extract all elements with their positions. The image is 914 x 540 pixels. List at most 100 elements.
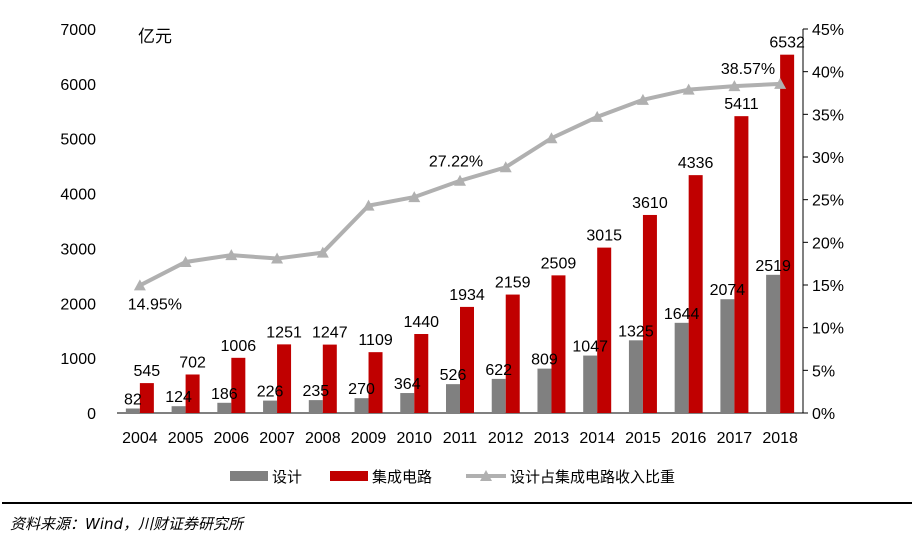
x-tick-label: 2006 <box>214 430 250 447</box>
bar-ic <box>322 344 337 413</box>
data-label-ic: 2159 <box>495 275 531 292</box>
data-label-design: 809 <box>531 352 558 369</box>
data-label-design: 82 <box>124 392 142 409</box>
bar-ic <box>277 344 292 413</box>
x-tick-label: 2008 <box>305 430 341 447</box>
x-tick-label: 2004 <box>122 430 158 447</box>
bar-design <box>720 299 735 413</box>
line-marker <box>636 93 649 105</box>
x-tick-label: 2007 <box>259 430 295 447</box>
data-label-design: 1644 <box>664 306 700 323</box>
right-y-tick-label: 0% <box>812 406 835 423</box>
left-y-tick-label: 7000 <box>60 22 96 39</box>
x-tick-label: 2010 <box>396 430 432 447</box>
line-marker <box>682 83 695 95</box>
bar-ic <box>139 383 154 413</box>
x-tick-label: 2016 <box>671 430 707 447</box>
x-tick-label: 2017 <box>717 430 753 447</box>
data-label-ratio: 14.95% <box>128 296 182 313</box>
left-y-tick-label: 5000 <box>60 132 96 149</box>
x-tick-label: 2012 <box>488 430 524 447</box>
line-marker <box>728 80 741 92</box>
data-label-design: 2519 <box>755 258 791 275</box>
bar-design <box>354 398 369 413</box>
x-tick-label: 2009 <box>351 430 387 447</box>
data-label-ic: 4336 <box>678 155 714 172</box>
bar-design <box>674 322 689 413</box>
bar-ic <box>460 306 474 413</box>
source-note: 资料来源：Wind，川财证券研究所 <box>10 515 244 533</box>
right-y-tick-label: 15% <box>812 278 844 295</box>
left-y-tick-label: 4000 <box>60 187 96 204</box>
data-label-design: 364 <box>394 376 421 393</box>
legend-ic-label: 集成电路 <box>372 468 432 486</box>
right-y-tick-label: 10% <box>812 321 844 338</box>
bar-ic <box>231 357 246 413</box>
data-label-ic: 1934 <box>449 287 485 304</box>
data-label-design: 622 <box>485 362 512 379</box>
line-marker <box>362 199 375 211</box>
data-label-ic: 1109 <box>358 332 393 349</box>
bar-ic <box>780 54 795 413</box>
legend-design-label: 设计 <box>272 468 302 486</box>
data-label-ic: 2509 <box>541 255 577 272</box>
right-y-tick-label: 45% <box>812 22 844 39</box>
line-marker <box>271 252 284 264</box>
x-tick-label: 2018 <box>762 430 798 447</box>
bar-ic <box>185 374 200 413</box>
line-marker <box>225 249 238 261</box>
x-tick-label: 2014 <box>579 430 615 447</box>
line-marker <box>408 191 421 203</box>
bar-ic <box>368 352 383 413</box>
right-y-tick-label: 20% <box>812 235 844 252</box>
data-label-design: 1325 <box>618 323 654 340</box>
bar-design <box>628 340 643 413</box>
left-y-tick-label: 6000 <box>60 77 96 94</box>
bar-design <box>308 400 323 413</box>
bar-ic <box>642 214 657 413</box>
legend-design-swatch <box>230 471 268 481</box>
bar-design <box>766 274 781 413</box>
bar-design <box>217 402 232 413</box>
legend-ratio-label: 设计占集成电路收入比重 <box>510 468 675 486</box>
bar-design <box>537 368 552 413</box>
bar-ic <box>414 334 429 413</box>
line-marker <box>179 255 192 267</box>
data-label-design: 226 <box>257 384 284 401</box>
left-y-tick-label: 1000 <box>60 351 96 368</box>
line-marker <box>499 161 512 173</box>
legend-ratio-marker <box>480 470 492 481</box>
data-label-design: 235 <box>302 383 329 400</box>
data-label-ratio: 27.22% <box>429 154 483 171</box>
line-marker <box>316 246 329 258</box>
data-label-ic: 3015 <box>586 228 622 245</box>
bar-design <box>400 393 415 413</box>
data-label-ic: 702 <box>179 354 206 371</box>
left-y-tick-label: 0 <box>87 406 96 423</box>
data-label-design: 186 <box>211 386 238 403</box>
x-tick-label: 2013 <box>534 430 570 447</box>
x-tick-label: 2011 <box>443 430 478 447</box>
unit-label: 亿元 <box>138 27 172 47</box>
x-tick-label: 2015 <box>625 430 661 447</box>
bar-design <box>491 378 506 413</box>
left-y-tick-label: 3000 <box>60 241 96 258</box>
data-label-ratio: 38.57% <box>721 61 775 78</box>
bar-design <box>263 400 278 413</box>
bar-design <box>171 406 186 413</box>
bar-ic <box>597 247 612 413</box>
data-label-ic: 6532 <box>769 35 805 52</box>
legend-ic-swatch <box>330 471 368 481</box>
right-y-tick-label: 40% <box>812 65 844 82</box>
data-label-ic: 1251 <box>266 324 302 341</box>
bar-design <box>583 355 598 413</box>
data-label-design: 270 <box>348 381 375 398</box>
bar-ic <box>551 275 566 413</box>
divider <box>2 502 912 504</box>
line-marker <box>591 110 604 122</box>
data-label-ic: 1440 <box>403 314 439 331</box>
right-y-tick-label: 30% <box>812 150 844 167</box>
right-y-tick-label: 5% <box>812 363 835 380</box>
bar-ic <box>505 294 520 413</box>
right-y-tick-label: 35% <box>812 107 844 124</box>
